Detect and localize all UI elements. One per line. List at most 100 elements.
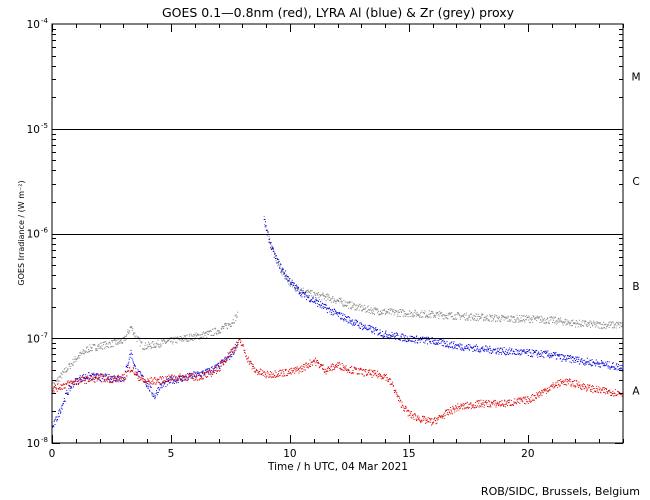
data-point — [618, 369, 620, 370]
data-point — [527, 319, 529, 321]
data-point — [158, 344, 160, 346]
data-point — [166, 379, 168, 381]
data-point — [52, 387, 54, 389]
data-point — [405, 406, 407, 408]
data-point — [496, 401, 498, 403]
data-point — [170, 380, 172, 381]
data-point — [351, 319, 353, 321]
data-point — [64, 401, 66, 402]
data-point — [334, 312, 336, 314]
data-point — [346, 320, 348, 322]
data-point — [53, 382, 55, 384]
data-point — [398, 396, 400, 398]
data-point — [281, 271, 283, 273]
data-point — [160, 345, 162, 347]
data-point — [240, 340, 242, 342]
data-point — [500, 352, 502, 353]
data-point — [340, 298, 341, 300]
data-point — [344, 369, 346, 371]
data-point — [277, 265, 279, 267]
data-point — [247, 358, 249, 359]
data-point — [480, 317, 482, 319]
data-point — [329, 368, 330, 370]
data-point — [340, 297, 342, 299]
data-point — [514, 354, 516, 355]
data-point — [502, 315, 504, 317]
data-point — [372, 331, 374, 333]
data-point — [436, 339, 438, 341]
data-point — [188, 376, 190, 378]
data-point — [453, 347, 455, 349]
data-point — [373, 371, 375, 373]
data-point — [330, 364, 332, 366]
data-point — [379, 314, 381, 316]
data-point — [426, 336, 428, 338]
data-point — [148, 381, 150, 383]
data-point — [404, 338, 406, 340]
data-point — [79, 382, 81, 384]
data-point — [341, 302, 343, 304]
data-point — [354, 368, 356, 370]
data-point — [295, 367, 297, 369]
data-point — [515, 321, 517, 323]
data-point — [301, 365, 303, 367]
data-point — [340, 369, 342, 371]
data-point — [353, 303, 355, 305]
data-point — [363, 324, 364, 326]
data-point — [464, 407, 466, 409]
data-point — [518, 397, 520, 399]
data-point — [275, 376, 276, 378]
data-point — [66, 369, 68, 371]
data-point — [195, 373, 197, 375]
data-point — [392, 334, 394, 336]
data-point — [315, 357, 316, 359]
y-tick-label: 10 -7 — [27, 331, 48, 345]
data-point — [558, 320, 560, 322]
data-point — [180, 379, 182, 381]
data-point — [173, 337, 175, 339]
data-point — [417, 313, 419, 315]
data-point — [608, 322, 610, 324]
data-point — [382, 331, 384, 333]
data-point — [275, 260, 277, 262]
data-point — [533, 352, 535, 354]
data-point — [469, 403, 471, 405]
data-point — [494, 316, 496, 318]
data-point — [606, 363, 608, 365]
y-tick-base: 10 — [27, 438, 40, 450]
data-point — [452, 406, 454, 408]
data-point — [580, 360, 582, 362]
data-point — [156, 343, 158, 345]
data-point — [582, 384, 584, 386]
data-point — [287, 280, 289, 282]
data-point — [517, 317, 519, 319]
data-point — [484, 401, 486, 402]
data-point — [345, 319, 347, 321]
data-point — [538, 317, 540, 319]
data-point — [419, 315, 421, 317]
data-point — [291, 281, 293, 283]
data-point — [495, 400, 497, 402]
data-point — [297, 287, 299, 289]
data-point — [161, 385, 163, 387]
data-point — [585, 386, 587, 388]
data-point — [100, 374, 101, 376]
data-point — [149, 390, 151, 392]
data-point — [537, 395, 539, 397]
y-tick-base: 10 — [27, 124, 40, 136]
data-point — [100, 373, 102, 375]
data-point — [83, 353, 85, 355]
data-point — [495, 352, 497, 354]
data-point — [92, 378, 94, 380]
data-point — [338, 361, 340, 363]
data-point — [412, 340, 414, 342]
data-point — [304, 293, 306, 295]
data-point — [219, 360, 221, 362]
data-point — [112, 382, 114, 384]
data-point — [60, 385, 62, 387]
data-point — [562, 359, 564, 361]
data-point — [400, 309, 402, 310]
data-point — [139, 371, 141, 373]
data-point — [61, 388, 63, 390]
data-point — [94, 348, 96, 350]
